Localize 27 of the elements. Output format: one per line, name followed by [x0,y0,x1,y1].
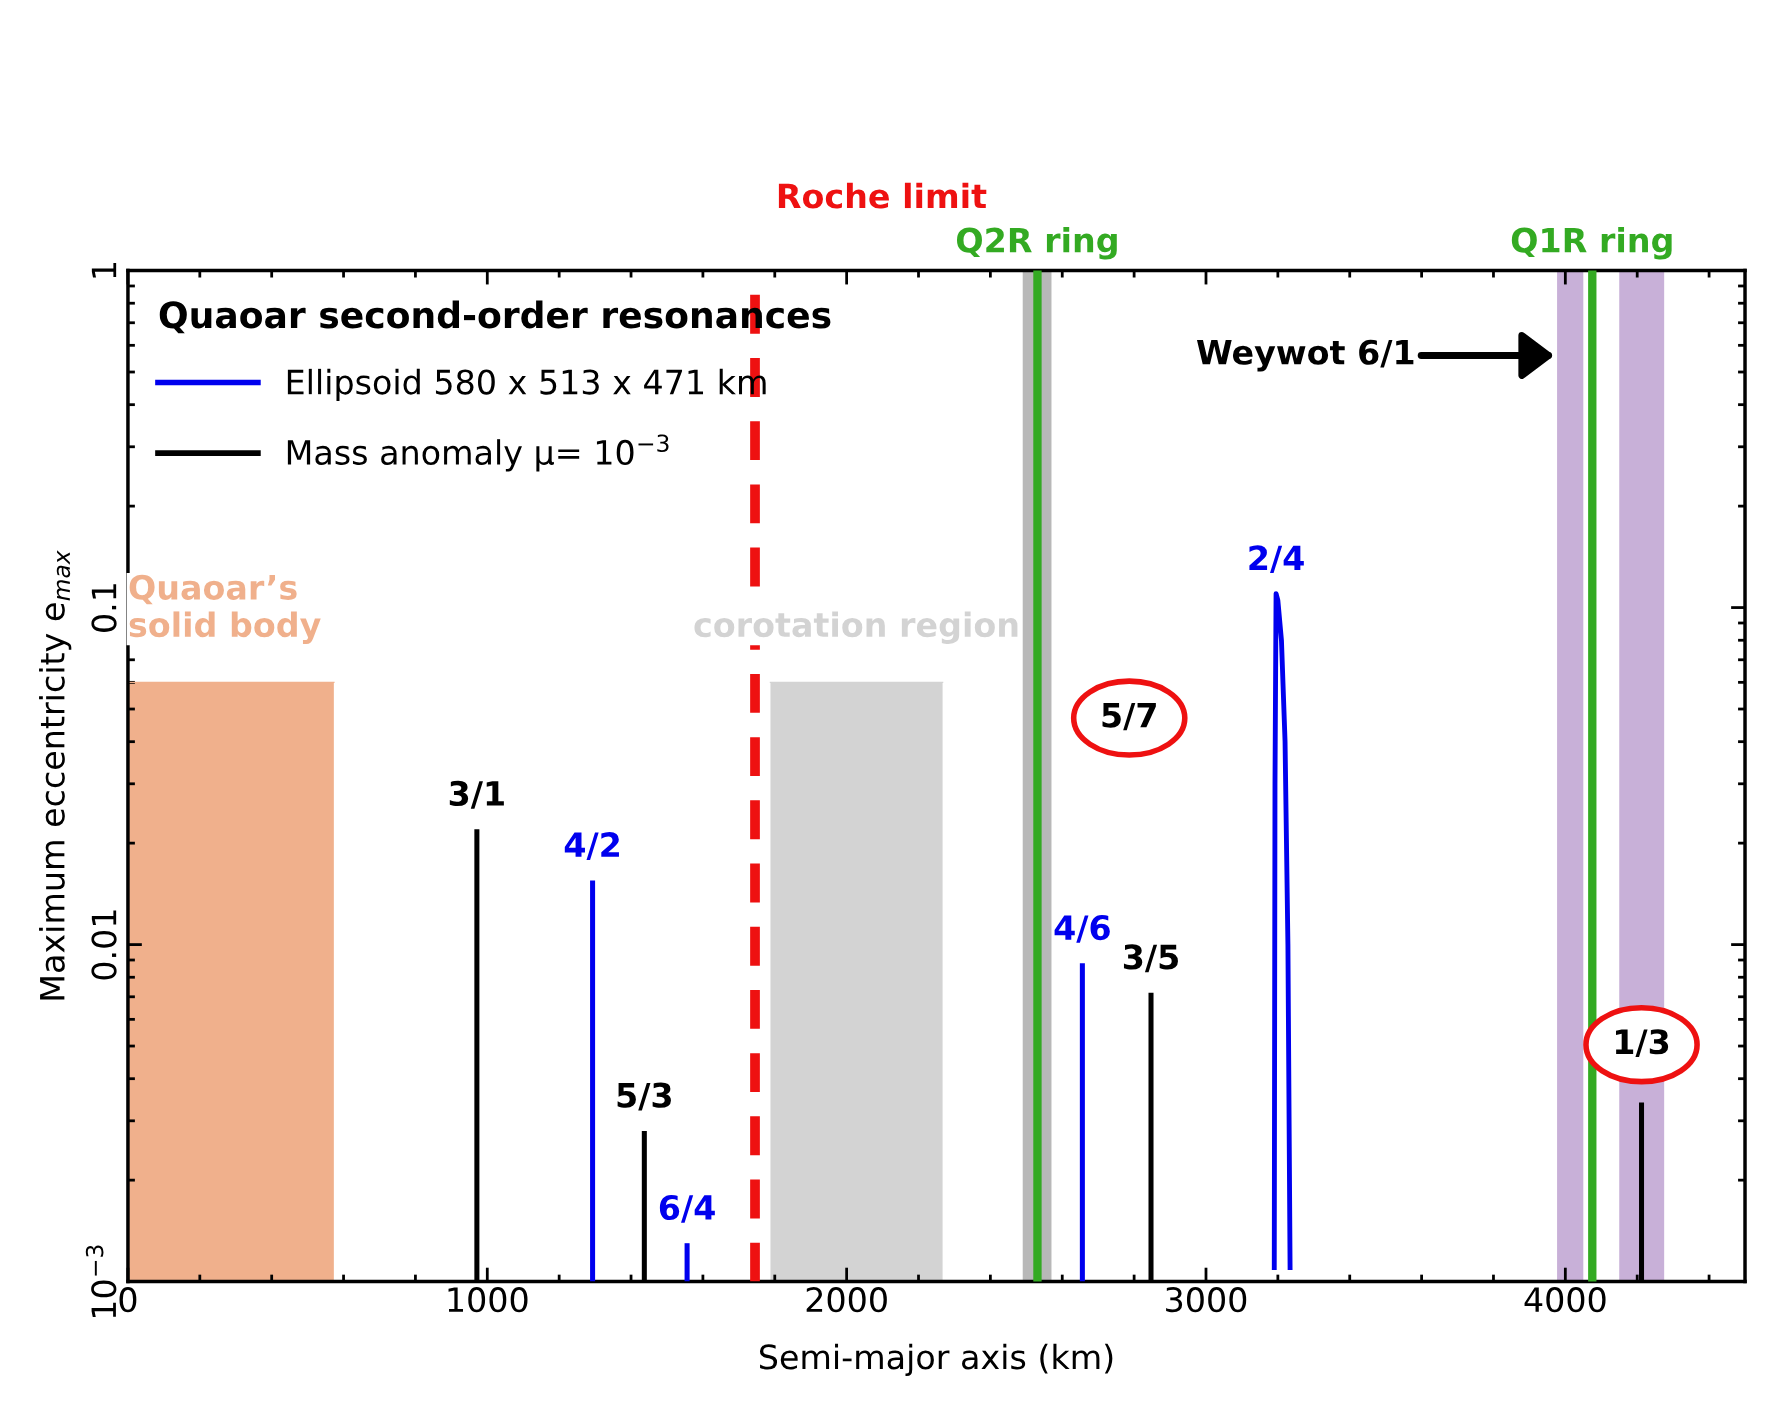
legend-label: Mass anomaly μ= 10$^{−3}$ [287,434,669,472]
x-axis-title: Semi-major axis (km) [759,1343,1113,1376]
line-series [1271,591,1293,1271]
band-label: Weywot 6/1 [1196,339,1414,372]
annotation: 3/1 [449,780,504,809]
ref-line-label: Roche limit [778,182,987,209]
annotation: 2/4 [1249,545,1304,574]
annotation: 5/7 [1102,702,1156,731]
ref-line-label: Q1R ring [1511,226,1672,260]
x-tick-label: 0 [119,1287,137,1313]
y-axis-title: Maximum eccentricity e$_{max}$ [39,550,72,1000]
series-label: Quaoar’s solid body [129,574,321,644]
x-tick-label: 3000 [1166,1287,1247,1313]
annotation: 1/3 [1616,1029,1669,1057]
x-tick-label: 2000 [806,1287,887,1313]
annotation: 4/6 [1054,914,1110,943]
x-tick-label: 1000 [448,1287,528,1313]
ref-line-label: Q2R ring [956,226,1117,260]
y-tick-label: 1 [91,263,117,278]
annotation: 5/3 [617,1082,671,1111]
y-tick-label: 0.01 [91,910,117,980]
y-tick-label: 10$^{−3}$ [85,1245,117,1318]
y-tick-label: 0.1 [91,584,117,632]
annotation: 4/2 [564,832,619,860]
annotation: 6/4 [659,1194,715,1223]
x-tick-label: 4000 [1524,1287,1606,1313]
annotation: 3/5 [1123,944,1178,973]
